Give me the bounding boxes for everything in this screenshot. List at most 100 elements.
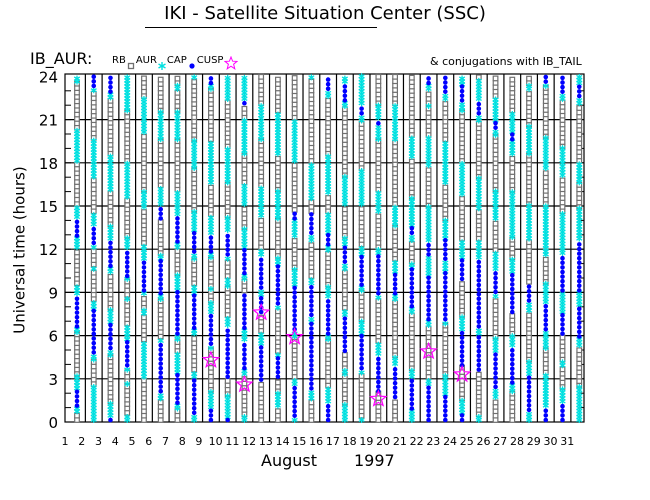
asterisk-stroke (124, 296, 131, 302)
aur-asterisk-marker (107, 400, 114, 407)
asterisk-stroke (124, 239, 131, 244)
aur-asterisk-marker (207, 300, 215, 306)
legend-label-cusp: CUSP (196, 55, 224, 66)
asterisk-stroke (207, 345, 215, 351)
x-tick-label: 20 (376, 435, 390, 448)
asterisk-stroke (241, 78, 248, 84)
aur-asterisk-marker (224, 277, 231, 284)
x-tick-label: 31 (560, 435, 574, 448)
asterisk-stroke (224, 283, 231, 289)
aur-asterisk-marker (191, 74, 198, 81)
y-tick-label: 15 (39, 198, 58, 216)
aur-asterisk-marker (140, 340, 148, 347)
aur-asterisk-marker (73, 204, 81, 211)
asterisk-stroke (174, 83, 181, 88)
asterisk-stroke (241, 93, 248, 99)
asterisk-stroke (241, 414, 248, 420)
aur-asterisk-marker (157, 252, 164, 259)
aur-asterisk-marker (191, 208, 198, 215)
aur-asterisk-marker (140, 307, 148, 314)
asterisk-stroke (73, 406, 81, 411)
rb-square-marker (74, 249, 80, 256)
asterisk-stroke (207, 252, 215, 257)
square-icon (127, 62, 134, 70)
rb-square-marker (208, 184, 214, 191)
asterisk-stroke (174, 131, 181, 136)
asterisk-stroke (107, 266, 114, 271)
asterisk-stroke (241, 227, 248, 232)
rb-square-marker (141, 209, 147, 215)
x-tick-label: 5 (128, 435, 135, 448)
asterisk-stroke (241, 84, 248, 90)
legend-label-cap: CAP (166, 55, 187, 66)
asterisk-stroke (241, 183, 248, 189)
rb-square-marker (275, 155, 281, 162)
rb-square-marker (492, 220, 499, 227)
star-icon (224, 56, 239, 70)
x-tick-label: 30 (544, 435, 558, 448)
asterisk-stroke (157, 293, 164, 299)
aur-asterisk-marker (90, 87, 97, 94)
asterisk-stroke (107, 316, 114, 322)
rb-square-marker (375, 73, 382, 80)
aur-asterisk-marker (207, 345, 215, 351)
rb-square-marker (475, 371, 482, 378)
asterisk-stroke (224, 393, 231, 399)
rb-square-marker (258, 73, 265, 80)
asterisk-stroke (224, 224, 231, 230)
asterisk-stroke (241, 233, 248, 238)
aur-asterisk-marker (140, 243, 148, 250)
asterisk-stroke (124, 245, 131, 250)
asterisk-stroke (140, 189, 148, 195)
rb-square-marker (325, 195, 332, 201)
asterisk-stroke (73, 236, 81, 241)
asterisk-stroke (224, 256, 231, 261)
rb-square-marker (275, 408, 281, 415)
rb-square-marker (425, 167, 432, 174)
x-tick-label: 3 (95, 435, 102, 448)
rb-square-marker (526, 312, 532, 319)
rb-square-marker (241, 105, 248, 112)
asterisk-stroke (174, 137, 181, 142)
aur-asterisk-marker (174, 272, 181, 279)
asterisk-stroke (124, 276, 131, 282)
asterisk-stroke (157, 131, 164, 136)
rb-square-marker (526, 75, 532, 82)
y-tick-label: 12 (39, 241, 58, 259)
aur-asterisk-marker (241, 74, 248, 81)
asterisk-stroke (224, 316, 231, 322)
asterisk-stroke (241, 328, 248, 333)
asterisk-stroke (157, 186, 164, 192)
asterisk-stroke (107, 313, 114, 319)
aur-asterisk-marker (73, 127, 81, 134)
x-tick-label: 28 (510, 435, 524, 448)
rb-square-marker (157, 76, 164, 83)
asterisk-stroke (124, 161, 131, 166)
rb-square-marker (509, 155, 516, 162)
asterisk-stroke (73, 374, 81, 379)
aur-asterisk-marker (73, 373, 81, 380)
asterisk-stroke (174, 352, 181, 357)
asterisk-stroke (207, 300, 215, 306)
aur-asterisk-marker (107, 223, 114, 230)
aur-asterisk-marker (90, 265, 97, 272)
asterisk-stroke (224, 280, 231, 286)
rb-square-marker (542, 256, 549, 263)
aur-asterisk-marker (241, 117, 248, 124)
rb-square-marker (526, 91, 532, 97)
asterisk-stroke (140, 96, 148, 102)
aur-asterisk-marker (174, 190, 181, 197)
asterisk-stroke (174, 242, 181, 247)
asterisk-stroke (157, 137, 164, 142)
asterisk-stroke (224, 93, 231, 99)
aur-asterisk-marker (207, 285, 215, 292)
aur-asterisk-marker (124, 235, 131, 242)
asterisk-stroke (124, 367, 131, 372)
asterisk-stroke (107, 154, 114, 159)
title-underline (145, 27, 377, 28)
asterisk-stroke (191, 328, 198, 333)
y-tick-label: 0 (48, 414, 58, 432)
rb-square-marker (442, 101, 449, 107)
asterisk-stroke (140, 244, 148, 249)
x-tick-label: 11 (225, 435, 239, 448)
